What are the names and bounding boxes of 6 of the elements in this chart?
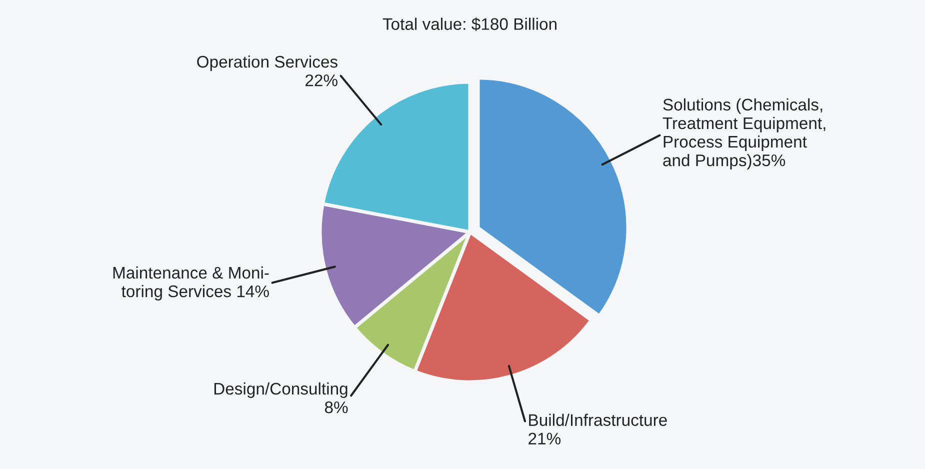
slice-label: Operation Services 22% — [197, 55, 338, 86]
slice-label: Solutions (Chemicals, Treatment Equipment, Process Equipment and Pumps)35% — [662, 98, 826, 170]
slice-label: Maintenance & Moni- toring Services 14% — [113, 266, 269, 301]
chart-title: Total value: $180 Billion — [382, 17, 556, 31]
slice-label: Design/Consulting 8% — [214, 382, 348, 414]
slice-label: Build/Infrastructure 21% — [528, 414, 667, 444]
